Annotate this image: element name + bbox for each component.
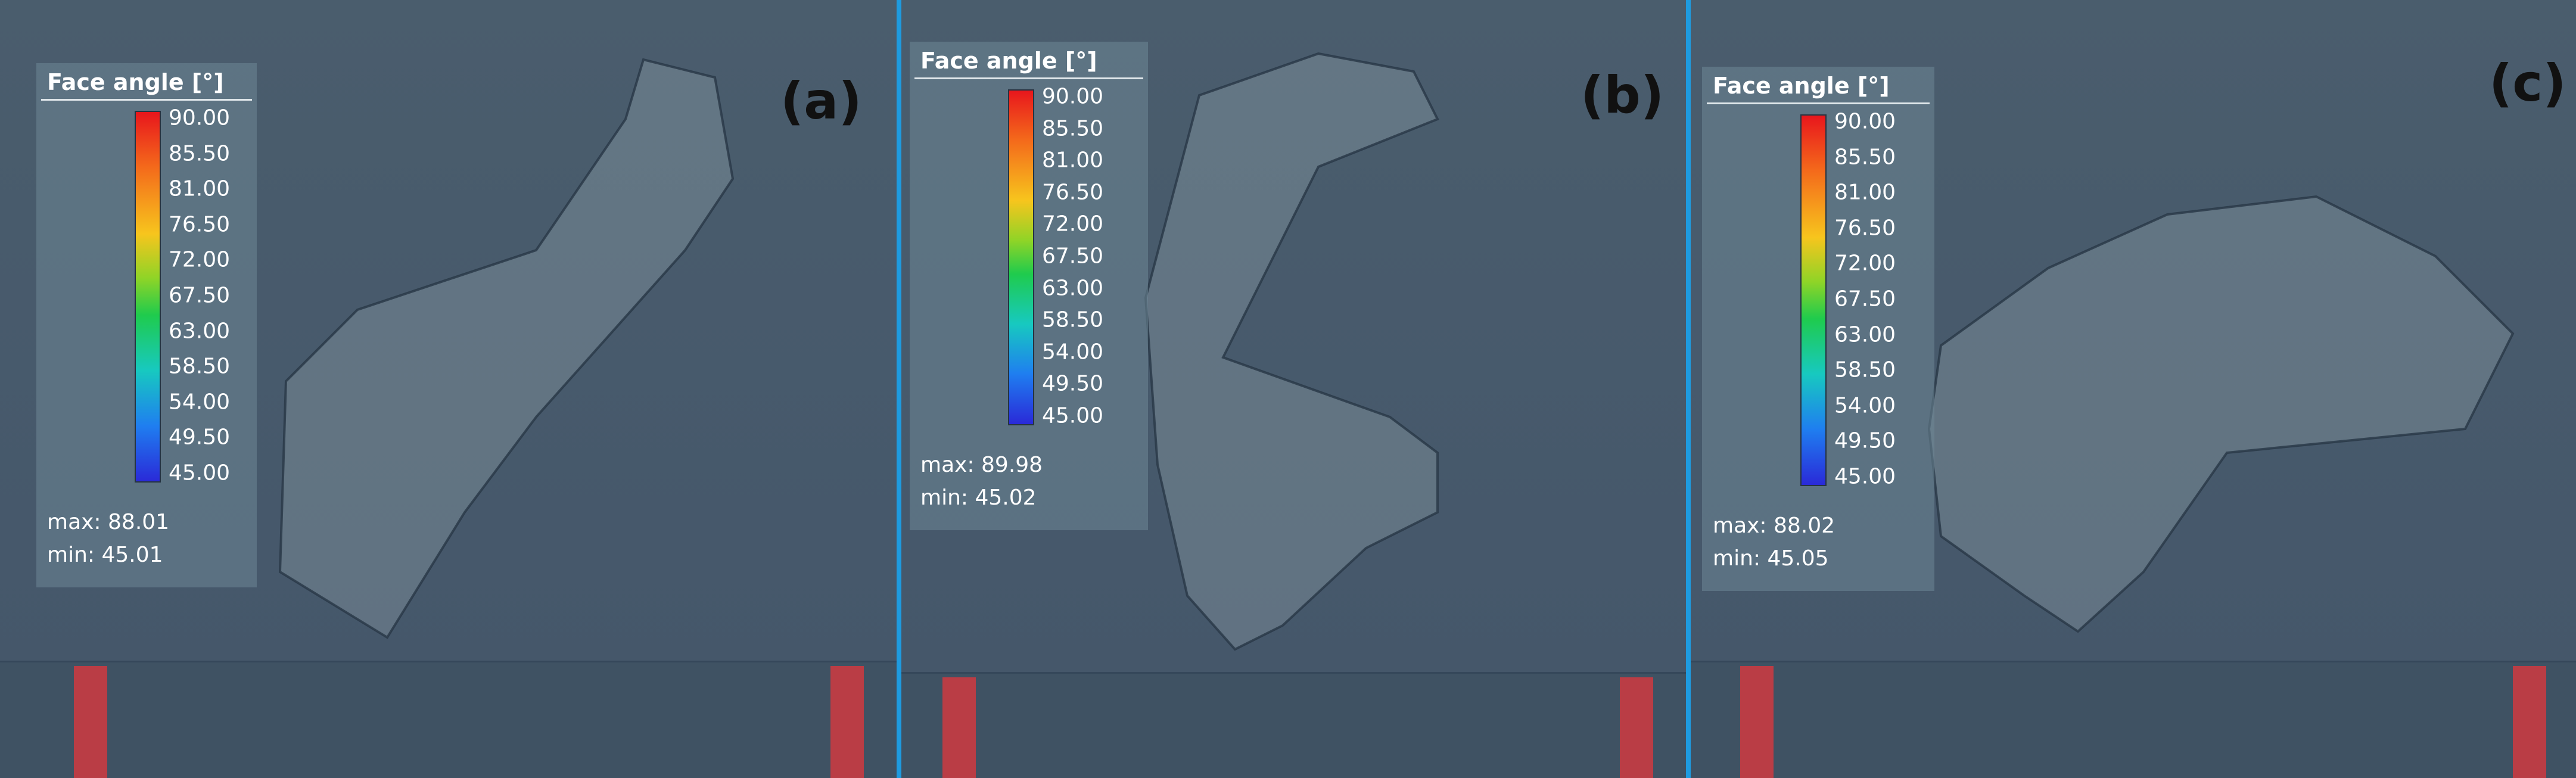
part-model bbox=[278, 58, 735, 639]
red-marker bbox=[1740, 666, 1774, 778]
min-value: min: 45.05 bbox=[1713, 546, 1829, 571]
max-value: max: 88.01 bbox=[47, 510, 170, 534]
part-outline bbox=[278, 58, 735, 639]
legend-title: Face angle [°] bbox=[920, 48, 1097, 74]
tick-label: 85.50 bbox=[169, 141, 231, 166]
floor bbox=[1691, 661, 2576, 778]
tick-label: 63.00 bbox=[1042, 276, 1104, 301]
legend-rule bbox=[1707, 102, 1930, 104]
tick-label: 76.50 bbox=[169, 212, 231, 237]
panel-separator bbox=[897, 0, 901, 778]
tick-label: 90.00 bbox=[1042, 84, 1104, 109]
tick-label: 45.00 bbox=[1834, 464, 1896, 489]
legend-rule bbox=[914, 77, 1143, 79]
floor bbox=[0, 661, 897, 778]
tick-label: 72.00 bbox=[169, 247, 231, 272]
part-outline bbox=[1144, 52, 1439, 651]
part-model bbox=[1144, 52, 1439, 651]
color-bar bbox=[1008, 89, 1034, 425]
tick-label: 63.00 bbox=[1834, 322, 1896, 347]
tick-label: 67.50 bbox=[1834, 287, 1896, 312]
tick-label: 54.00 bbox=[1834, 393, 1896, 418]
max-value: max: 88.02 bbox=[1713, 514, 1835, 538]
part-outline bbox=[1927, 195, 2515, 633]
viewport-panel: Face angle [°] 90.00 85.50 81.00 76.50 72.00 6… bbox=[901, 0, 1686, 778]
part-model bbox=[1927, 195, 2515, 633]
color-bar bbox=[1800, 114, 1827, 486]
tick-label: 49.50 bbox=[169, 425, 231, 450]
viewport-panel: Face angle [°] 90.00 85.50 81.00 76.50 72.00 6… bbox=[1691, 0, 2576, 778]
tick-label: 67.50 bbox=[169, 283, 231, 308]
tick-label: 85.50 bbox=[1834, 145, 1896, 170]
panel-label: (a) bbox=[780, 71, 862, 131]
tick-label: 90.00 bbox=[1834, 109, 1896, 134]
tick-label: 72.00 bbox=[1042, 211, 1104, 236]
tick-label: 76.50 bbox=[1042, 180, 1104, 205]
legend-title: Face angle [°] bbox=[1713, 73, 1890, 99]
legend: Face angle [°] 90.00 85.50 81.00 76.50 72.00 6… bbox=[36, 63, 257, 587]
legend: Face angle [°] 90.00 85.50 81.00 76.50 72.00 6… bbox=[1702, 67, 1934, 591]
tick-label: 63.00 bbox=[169, 319, 231, 344]
tick-label: 54.00 bbox=[1042, 340, 1104, 365]
min-value: min: 45.01 bbox=[47, 543, 163, 567]
red-marker bbox=[2513, 666, 2546, 778]
viewport-panel: Face angle [°] 90.00 85.50 81.00 76.50 72.00 6… bbox=[0, 0, 897, 778]
panel-label: (b) bbox=[1581, 66, 1665, 125]
tick-label: 54.00 bbox=[169, 390, 231, 415]
panel-separator bbox=[1686, 0, 1691, 778]
tick-label: 58.50 bbox=[1042, 307, 1104, 332]
panel-label: (c) bbox=[2489, 54, 2566, 113]
tick-label: 49.50 bbox=[1834, 428, 1896, 453]
floor bbox=[901, 672, 1686, 778]
red-marker bbox=[1620, 677, 1653, 778]
max-value: max: 89.98 bbox=[920, 453, 1043, 477]
color-bar bbox=[135, 111, 161, 483]
legend-rule bbox=[41, 99, 252, 101]
tick-label: 72.00 bbox=[1834, 251, 1896, 276]
red-marker bbox=[830, 666, 864, 778]
tick-label: 81.00 bbox=[1834, 180, 1896, 205]
tick-label: 45.00 bbox=[169, 460, 231, 486]
tick-label: 58.50 bbox=[1834, 357, 1896, 382]
tick-label: 58.50 bbox=[169, 354, 231, 379]
legend: Face angle [°] 90.00 85.50 81.00 76.50 72.00 6… bbox=[910, 42, 1148, 530]
min-value: min: 45.02 bbox=[920, 486, 1037, 510]
red-marker bbox=[74, 666, 107, 778]
tick-label: 81.00 bbox=[169, 176, 231, 201]
legend-title: Face angle [°] bbox=[47, 69, 224, 95]
tick-label: 85.50 bbox=[1042, 116, 1104, 141]
tick-label: 67.50 bbox=[1042, 244, 1104, 269]
tick-label: 81.00 bbox=[1042, 148, 1104, 173]
tick-label: 45.00 bbox=[1042, 403, 1104, 428]
tick-label: 90.00 bbox=[169, 105, 231, 130]
tick-label: 76.50 bbox=[1834, 216, 1896, 241]
red-marker bbox=[942, 677, 976, 778]
tick-label: 49.50 bbox=[1042, 371, 1104, 396]
